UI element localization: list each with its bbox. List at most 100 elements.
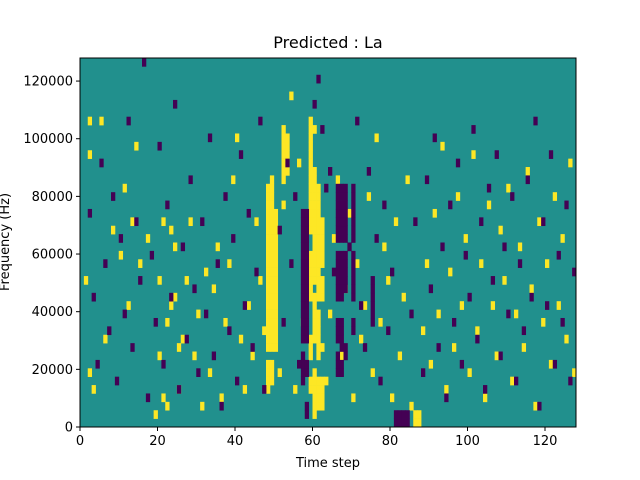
heatmap-cell-high xyxy=(165,317,170,327)
heatmap-cell-low xyxy=(401,418,406,428)
heatmap-cell-low xyxy=(118,234,124,243)
heatmap-cell-low xyxy=(355,116,360,126)
heatmap-cell-low xyxy=(339,217,344,227)
y-tick-label: 0 xyxy=(65,421,73,436)
heatmap-cell-low xyxy=(343,200,348,210)
heatmap-cell-high xyxy=(312,192,317,201)
heatmap-cell-low xyxy=(397,410,403,419)
heatmap-cell-high xyxy=(312,125,317,134)
heatmap-cell-low xyxy=(262,385,267,394)
heatmap-cell-low xyxy=(304,284,310,294)
heatmap-cell-high xyxy=(269,267,275,277)
heatmap-cell-high xyxy=(308,200,313,210)
heatmap-cell-low xyxy=(111,192,116,201)
heatmap-cell-high xyxy=(281,141,286,151)
heatmap-cell-high xyxy=(316,200,321,210)
heatmap-cell-low xyxy=(300,351,306,361)
heatmap-cell-low xyxy=(304,250,310,260)
heatmap-cell-high xyxy=(289,91,294,101)
heatmap-cell-high xyxy=(483,393,488,403)
heatmap-cell-high xyxy=(312,208,317,218)
heatmap-cell-high xyxy=(312,309,317,319)
heatmap-cell-low xyxy=(238,150,244,159)
heatmap-cell-low xyxy=(351,200,356,210)
heatmap-cell-low xyxy=(300,301,306,310)
heatmap-cell-low xyxy=(339,225,344,235)
heatmap-cell-high xyxy=(316,192,321,201)
heatmap-cell-high xyxy=(308,276,313,285)
heatmap-cell-low xyxy=(300,234,306,243)
heatmap-cell-low xyxy=(405,418,410,428)
heatmap-cell-high xyxy=(316,259,321,268)
chart-title: Predicted : La xyxy=(273,33,382,52)
heatmap-cell-high xyxy=(277,368,282,377)
heatmap-cell-high xyxy=(111,225,116,235)
heatmap-cell-high xyxy=(266,267,271,277)
heatmap-cell-high xyxy=(273,284,279,294)
heatmap-cell-high xyxy=(269,309,275,319)
heatmap-cell-low xyxy=(176,385,182,394)
heatmap-cell-low xyxy=(285,158,290,168)
heatmap-cell-low xyxy=(521,326,527,336)
heatmap-cell-high xyxy=(173,292,178,302)
heatmap-cell-high xyxy=(308,292,313,302)
heatmap-cell-low xyxy=(351,183,356,193)
heatmap-cell-low xyxy=(351,250,356,260)
heatmap-cell-high xyxy=(452,343,457,352)
heatmap-cell-high xyxy=(308,158,313,168)
heatmap-cell-low xyxy=(335,276,341,285)
heatmap-cell-high xyxy=(266,276,271,285)
heatmap-cell-low xyxy=(254,267,259,277)
heatmap-cell-low xyxy=(401,410,406,419)
heatmap-cell-high xyxy=(273,343,279,352)
heatmap-cell-high xyxy=(273,334,279,344)
heatmap-cell-high xyxy=(308,116,313,126)
heatmap-cell-high xyxy=(312,276,317,285)
heatmap-cell-low xyxy=(300,326,306,336)
heatmap-cell-high xyxy=(231,175,236,185)
heatmap-cell-low xyxy=(552,359,558,369)
heatmap-cell-high xyxy=(266,359,271,369)
heatmap-cell-low xyxy=(204,309,209,319)
heatmap-cell-high xyxy=(312,410,317,419)
heatmap-cell-high xyxy=(157,351,162,361)
heatmap-cell-high xyxy=(316,317,321,327)
heatmap-cell-high xyxy=(351,393,356,403)
heatmap-cell-high xyxy=(339,351,344,361)
heatmap-cell-high xyxy=(192,351,197,361)
heatmap-cell-high xyxy=(308,192,313,201)
heatmap-cell-low xyxy=(192,284,197,294)
heatmap-cell-low xyxy=(328,167,333,176)
heatmap-cell-low xyxy=(413,217,418,227)
heatmap-cell-high xyxy=(308,133,313,143)
heatmap-cell-high xyxy=(312,385,317,394)
heatmap-cell-low xyxy=(335,192,341,201)
heatmap-cell-low xyxy=(91,292,96,302)
heatmap-cell-low xyxy=(304,292,310,302)
heatmap-cell-high xyxy=(269,225,275,235)
heatmap-cell-low xyxy=(374,234,379,243)
heatmap-cell-low xyxy=(409,309,414,319)
heatmap-cell-low xyxy=(537,401,542,411)
heatmap-cell-low xyxy=(223,192,228,201)
heatmap-cell-high xyxy=(200,401,205,411)
heatmap-cell-high xyxy=(424,259,430,268)
heatmap-cell-low xyxy=(335,326,341,336)
heatmap-cell-low xyxy=(393,410,399,419)
heatmap-cell-low xyxy=(316,74,321,84)
heatmap-cell-low xyxy=(339,317,344,327)
heatmap-cell-high xyxy=(254,217,259,227)
heatmap-cell-low xyxy=(130,343,135,352)
heatmap-cell-high xyxy=(510,376,515,386)
heatmap-cell-low xyxy=(351,208,356,218)
heatmap-cell-high xyxy=(316,385,321,394)
heatmap-cell-low xyxy=(475,334,480,344)
heatmap-cell-high xyxy=(281,133,286,143)
heatmap-cell-high xyxy=(471,150,476,159)
heatmap-cell-low xyxy=(343,183,348,193)
heatmap-cell-high xyxy=(525,167,530,176)
heatmap-cell-high xyxy=(312,234,317,243)
heatmap-cell-low xyxy=(114,376,120,386)
heatmap-cell-low xyxy=(304,259,310,268)
